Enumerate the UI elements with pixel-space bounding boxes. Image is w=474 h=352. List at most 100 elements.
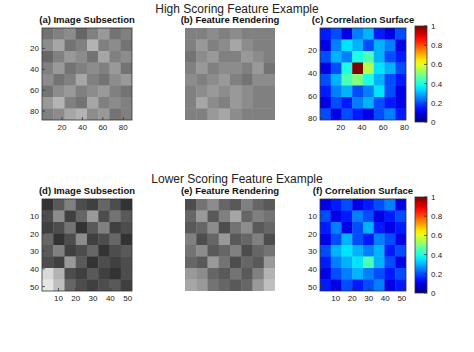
cell bbox=[208, 40, 220, 52]
cell bbox=[208, 51, 220, 63]
cell bbox=[76, 245, 88, 257]
y-tick-label: 40 bbox=[308, 69, 317, 78]
cell bbox=[363, 28, 374, 40]
cell bbox=[76, 199, 88, 211]
cell bbox=[230, 257, 242, 269]
panel-title: (a) Image Subsection bbox=[39, 14, 135, 25]
y-tick bbox=[42, 251, 45, 252]
cell bbox=[352, 211, 363, 223]
colorbar-tick-label: 1 bbox=[431, 22, 436, 31]
cell bbox=[196, 109, 208, 121]
panel: (c) Correlation Surface20406080204060800… bbox=[308, 14, 443, 132]
cell bbox=[196, 280, 208, 292]
cell bbox=[121, 40, 132, 52]
cell bbox=[331, 268, 342, 280]
colorbar-tick bbox=[424, 254, 427, 255]
cell bbox=[110, 28, 122, 40]
colorbar-tick bbox=[424, 83, 427, 84]
cell bbox=[253, 63, 265, 75]
cell bbox=[110, 245, 122, 257]
cell bbox=[385, 211, 396, 223]
cell bbox=[196, 51, 208, 63]
cell bbox=[230, 280, 242, 292]
cell bbox=[110, 199, 122, 211]
figure: High Scoring Feature ExampleLower Scorin… bbox=[0, 0, 474, 352]
x-tick bbox=[123, 117, 124, 120]
x-tick bbox=[102, 117, 103, 120]
cell bbox=[395, 257, 406, 269]
cell bbox=[65, 40, 77, 52]
cell bbox=[331, 109, 342, 121]
cell bbox=[65, 74, 77, 86]
cell bbox=[331, 86, 342, 98]
cell bbox=[98, 280, 110, 292]
cell bbox=[230, 28, 242, 40]
cell bbox=[42, 28, 54, 40]
cell bbox=[110, 222, 122, 234]
colorbar-tick-label: 0 bbox=[431, 289, 436, 298]
cell bbox=[196, 234, 208, 246]
cell bbox=[352, 245, 363, 257]
cell bbox=[320, 211, 331, 223]
cell bbox=[331, 234, 342, 246]
cell bbox=[352, 86, 363, 98]
cell bbox=[363, 257, 374, 269]
cell bbox=[196, 40, 208, 52]
cell bbox=[185, 280, 197, 292]
cell bbox=[385, 109, 396, 121]
x-tick bbox=[93, 288, 94, 291]
cell bbox=[264, 234, 275, 246]
cell bbox=[385, 268, 396, 280]
cell bbox=[395, 199, 406, 211]
cell bbox=[185, 211, 197, 223]
colorbar-tick-label: 0.4 bbox=[431, 251, 443, 260]
colorbar-tick-label: 0.2 bbox=[431, 99, 443, 108]
cell bbox=[342, 199, 353, 211]
cell bbox=[219, 211, 231, 223]
x-tick bbox=[352, 288, 353, 291]
cell bbox=[342, 211, 353, 223]
cell bbox=[208, 280, 220, 292]
cell bbox=[374, 28, 385, 40]
cell bbox=[331, 51, 342, 63]
cell bbox=[121, 222, 132, 234]
cell bbox=[342, 28, 353, 40]
cell bbox=[352, 257, 363, 269]
colorbar-tick bbox=[424, 293, 427, 294]
cell bbox=[42, 211, 54, 223]
cell bbox=[320, 257, 331, 269]
cell bbox=[42, 245, 54, 257]
cell bbox=[352, 40, 363, 52]
x-tick-label: 40 bbox=[106, 294, 115, 303]
cell bbox=[352, 51, 363, 63]
cell bbox=[352, 234, 363, 246]
cell bbox=[87, 222, 99, 234]
cell bbox=[121, 51, 132, 63]
cell bbox=[98, 245, 110, 257]
cell bbox=[342, 245, 353, 257]
cell bbox=[219, 199, 231, 211]
cell bbox=[363, 199, 374, 211]
cell bbox=[208, 28, 220, 40]
cell bbox=[352, 28, 363, 40]
colorbar-tick-label: 0.8 bbox=[431, 212, 443, 221]
cell bbox=[110, 257, 122, 269]
cells bbox=[42, 28, 132, 120]
cell bbox=[76, 74, 88, 86]
cell bbox=[241, 268, 253, 280]
cell bbox=[185, 234, 197, 246]
y-tick bbox=[320, 233, 323, 234]
colorbar-tick bbox=[424, 122, 427, 123]
cell bbox=[230, 234, 242, 246]
cell bbox=[65, 28, 77, 40]
x-tick bbox=[361, 117, 362, 120]
cell bbox=[253, 40, 265, 52]
cell bbox=[241, 97, 253, 109]
cell bbox=[264, 257, 275, 269]
cell bbox=[98, 222, 110, 234]
cell bbox=[320, 234, 331, 246]
cell bbox=[374, 257, 385, 269]
cell bbox=[264, 51, 275, 63]
y-tick bbox=[320, 251, 323, 252]
y-tick-label: 60 bbox=[308, 92, 317, 101]
